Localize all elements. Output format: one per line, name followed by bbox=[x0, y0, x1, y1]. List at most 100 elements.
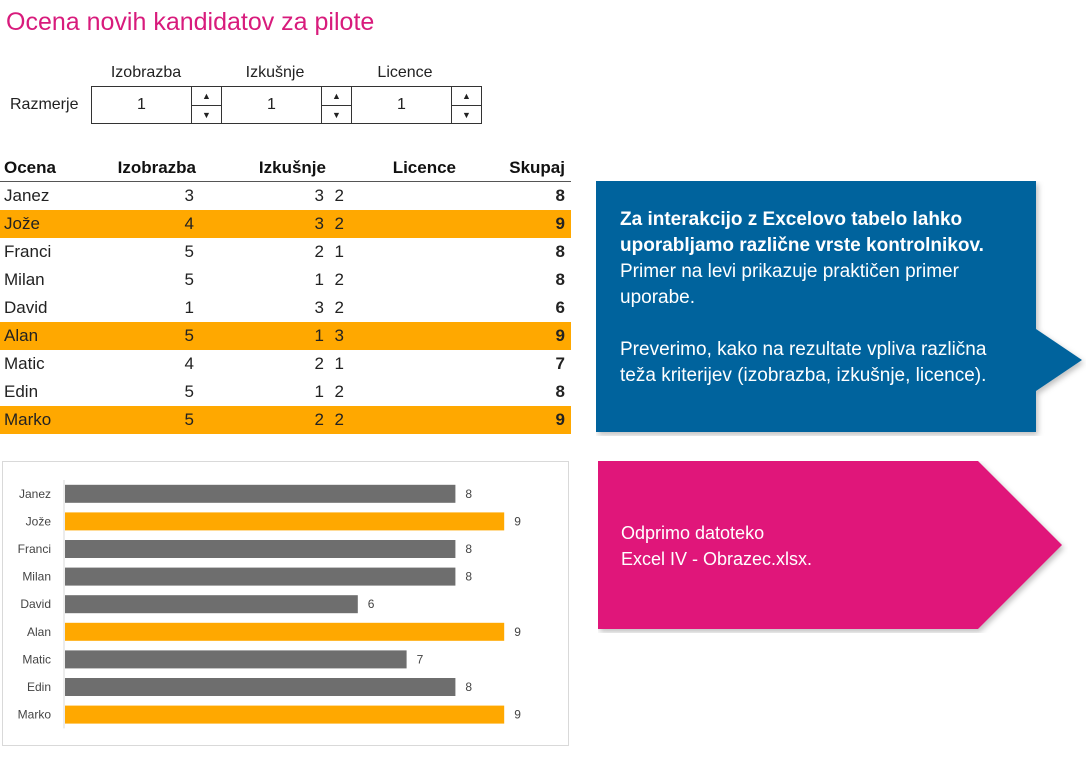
callout-blue-shape bbox=[596, 181, 1082, 432]
cell-name[interactable]: David bbox=[4, 298, 48, 317]
cell-licence[interactable]: 1 bbox=[334, 354, 344, 373]
chart-data-label: 6 bbox=[368, 597, 375, 611]
cell-name[interactable]: Janez bbox=[4, 186, 50, 205]
cell-licence[interactable]: 2 bbox=[330, 406, 460, 434]
cell-name[interactable]: Jože bbox=[0, 210, 90, 238]
page-title: Ocena novih kandidatov za pilote bbox=[6, 8, 375, 36]
izobrazba-value[interactable]: 1 bbox=[137, 96, 146, 113]
chart-bar bbox=[65, 678, 456, 696]
izobrazba-up-arrow-icon[interactable]: ▲ bbox=[192, 87, 221, 106]
cell-name[interactable]: Edin bbox=[4, 382, 39, 401]
header-izobrazba: Izobrazba bbox=[90, 155, 200, 182]
chart-category-label: Alan bbox=[27, 625, 51, 639]
chart-data-label: 7 bbox=[417, 652, 424, 666]
cell-izkusnje[interactable]: 3 bbox=[314, 186, 324, 205]
cell-skupaj[interactable]: 6 bbox=[555, 298, 565, 317]
chart-data-label: 9 bbox=[514, 514, 521, 528]
callout-blue-line5: Preverimo, kako na rezultate vpliva razl… bbox=[620, 339, 987, 360]
chart-data-label: 9 bbox=[514, 708, 521, 722]
cell-licence[interactable]: 2 bbox=[334, 186, 344, 205]
cell-skupaj[interactable]: 8 bbox=[555, 186, 565, 205]
cell-izobrazba[interactable]: 3 bbox=[184, 186, 194, 205]
cell-name[interactable]: Marko bbox=[0, 406, 90, 434]
cell-izobrazba[interactable]: 5 bbox=[90, 406, 200, 434]
izkusnje-value[interactable]: 1 bbox=[267, 96, 276, 113]
control-label-licence: Licence bbox=[377, 64, 433, 81]
cell-name[interactable]: Milan bbox=[4, 270, 45, 289]
table-row: Edin 5 1 2 8 bbox=[0, 378, 571, 406]
chart-bar bbox=[65, 705, 505, 724]
chart-data-label: 8 bbox=[465, 487, 472, 501]
cell-skupaj[interactable]: 9 bbox=[460, 210, 571, 238]
cell-izkusnje[interactable]: 2 bbox=[200, 406, 330, 434]
chart-bar bbox=[65, 622, 505, 641]
callout-pink-shape bbox=[598, 461, 1062, 629]
cell-izkusnje[interactable]: 3 bbox=[200, 210, 330, 238]
chart-bar bbox=[65, 567, 456, 586]
cell-izobrazba[interactable]: 5 bbox=[184, 270, 194, 289]
cell-name[interactable]: Franci bbox=[4, 242, 52, 261]
header-izkusnje: Izkušnje bbox=[200, 155, 330, 182]
cell-name[interactable]: Matic bbox=[4, 354, 45, 373]
cell-licence[interactable]: 2 bbox=[334, 270, 344, 289]
cell-izkusnje[interactable]: 1 bbox=[200, 322, 330, 350]
header-skupaj: Skupaj bbox=[460, 155, 571, 182]
licence-down-arrow-icon[interactable]: ▼ bbox=[462, 110, 471, 120]
cell-licence[interactable]: 2 bbox=[334, 382, 344, 401]
cell-skupaj[interactable]: 9 bbox=[460, 406, 571, 434]
ratio-label: Razmerje bbox=[10, 96, 79, 113]
cell-izkusnje[interactable]: 3 bbox=[314, 298, 324, 317]
callout-blue-line6: teža kriterijev (izobrazba, izkušnje, li… bbox=[620, 365, 987, 386]
izobrazba-down-arrow-icon[interactable]: ▼ bbox=[202, 110, 211, 120]
cell-skupaj[interactable]: 8 bbox=[555, 270, 565, 289]
table-row: Jože 4 3 2 9 bbox=[0, 210, 571, 238]
cell-izobrazba[interactable]: 4 bbox=[184, 354, 194, 373]
cell-izkusnje[interactable]: 1 bbox=[314, 382, 324, 401]
izkusnje-down-arrow-icon[interactable]: ▼ bbox=[332, 110, 341, 120]
cell-izkusnje[interactable]: 2 bbox=[314, 354, 324, 373]
cell-skupaj[interactable]: 9 bbox=[460, 322, 571, 350]
table-row: Milan 5 1 2 8 bbox=[0, 266, 571, 294]
header-ocena: Ocena bbox=[0, 155, 90, 182]
cell-licence[interactable]: 1 bbox=[334, 242, 344, 261]
chart-bar bbox=[65, 512, 505, 531]
cell-licence[interactable]: 2 bbox=[330, 210, 460, 238]
chart-data-label: 8 bbox=[465, 680, 472, 694]
chart-category-label: Franci bbox=[18, 542, 51, 556]
cell-izobrazba[interactable]: 5 bbox=[184, 382, 194, 401]
cell-izkusnje[interactable]: 1 bbox=[314, 270, 324, 289]
chart-bar bbox=[65, 540, 456, 558]
chart-category-label: Janez bbox=[19, 487, 51, 501]
callout-pink-line1: Odprimo datoteko bbox=[621, 523, 765, 543]
cell-skupaj[interactable]: 7 bbox=[555, 354, 565, 373]
header-licence: Licence bbox=[330, 155, 460, 182]
cell-izobrazba[interactable]: 4 bbox=[90, 210, 200, 238]
cell-izobrazba[interactable]: 1 bbox=[184, 298, 194, 317]
izobrazba-spinner[interactable]: 1 ▲ ▼ bbox=[91, 86, 222, 124]
table-row: Marko 5 2 2 9 bbox=[0, 406, 571, 434]
cell-skupaj[interactable]: 8 bbox=[555, 242, 565, 261]
table-row: Alan 5 1 3 9 bbox=[0, 322, 571, 350]
cell-izobrazba[interactable]: 5 bbox=[184, 242, 194, 261]
cell-izobrazba[interactable]: 5 bbox=[90, 322, 200, 350]
cell-izkusnje[interactable]: 2 bbox=[314, 242, 324, 261]
score-table: Ocena Izobrazba Izkušnje Licence Skupaj … bbox=[0, 155, 571, 434]
cell-skupaj[interactable]: 8 bbox=[555, 382, 565, 401]
chart-bar bbox=[65, 595, 358, 614]
chart-data-label: 8 bbox=[465, 570, 472, 584]
izkusnje-up-arrow-icon[interactable]: ▲ bbox=[322, 87, 351, 106]
licence-up-arrow-icon[interactable]: ▲ bbox=[452, 87, 481, 106]
cell-name[interactable]: Alan bbox=[0, 322, 90, 350]
licence-value[interactable]: 1 bbox=[397, 96, 406, 113]
chart-data-label: 8 bbox=[465, 542, 472, 556]
callout-blue-line2: uporabljamo različne vrste kontrolnikov. bbox=[620, 235, 984, 256]
licence-spinner[interactable]: 1 ▲ ▼ bbox=[351, 86, 482, 124]
cell-licence[interactable]: 2 bbox=[334, 298, 344, 317]
chart-category-label: Edin bbox=[27, 680, 51, 694]
score-chart: Janez 8 Jože 9 Franci 8 Milan 8 David 6 Alan 9 Matic… bbox=[2, 461, 569, 746]
callout-blue-line3: Primer na levi prikazuje praktičen prime… bbox=[620, 261, 959, 282]
chart-data-label: 9 bbox=[514, 625, 521, 639]
chart-bar bbox=[65, 650, 407, 669]
cell-licence[interactable]: 3 bbox=[330, 322, 460, 350]
izkusnje-spinner[interactable]: 1 ▲ ▼ bbox=[221, 86, 352, 124]
